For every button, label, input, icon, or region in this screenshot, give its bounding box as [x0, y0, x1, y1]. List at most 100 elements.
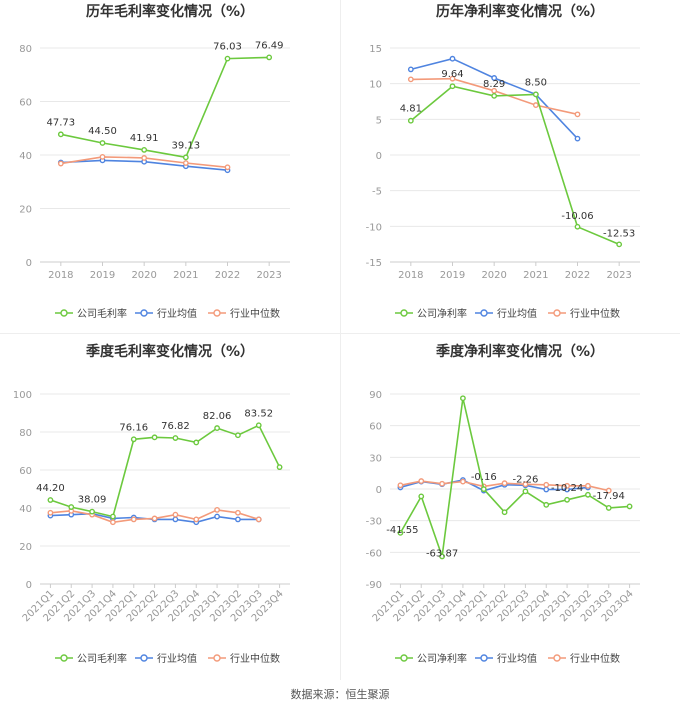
legend-marker: [400, 654, 408, 662]
x-tick-label: 2019: [440, 270, 465, 281]
data-point-industry_median: [460, 478, 466, 485]
legend-label: 行业中位数: [570, 307, 620, 320]
chart-title: 季度毛利率变化情况（%）: [85, 343, 254, 360]
legend-item-industry_avg: 行业均值: [135, 307, 197, 320]
legend: 公司毛利率 行业均值 行业中位数: [55, 307, 280, 320]
legend-label: 公司毛利率: [77, 307, 127, 320]
data-label: 76.49: [255, 40, 284, 51]
y-tick-label: 0: [26, 580, 32, 591]
data-point-company: [276, 464, 283, 471]
data-point-industry_median: [214, 506, 220, 513]
legend-label: 行业均值: [497, 652, 537, 665]
data-point-industry_median: [47, 509, 54, 516]
data-point-industry_median: [141, 155, 148, 161]
y-tick-label: -60: [366, 548, 382, 559]
data-point-industry_median: [172, 511, 179, 518]
data-point-company: [439, 553, 445, 560]
data-point-company: [141, 146, 148, 153]
data-point-industry_median: [564, 482, 570, 489]
data-point-industry_median: [130, 516, 137, 523]
data-point-industry_median: [182, 160, 189, 166]
legend-label: 行业均值: [157, 652, 197, 665]
data-point-industry_median: [543, 481, 550, 488]
data-point-industry_median: [574, 111, 581, 118]
data-point-company: [89, 508, 95, 515]
data-point-industry_avg: [172, 516, 179, 523]
data-point-industry_median: [439, 480, 445, 487]
chart-title: 历年毛利率变化情况（%）: [86, 3, 254, 20]
data-point-industry_median: [397, 482, 404, 489]
data-point-company: [626, 503, 633, 510]
data-point-company: [532, 91, 539, 98]
x-tick-label: 2019: [90, 270, 115, 281]
vertical-divider: [340, 0, 341, 680]
data-point-industry_median: [532, 102, 539, 108]
x-tick-label: 2022: [565, 270, 590, 281]
data-label: -41.55: [386, 525, 418, 536]
legend-label: 行业中位数: [570, 652, 620, 665]
data-label: -12.53: [603, 228, 635, 239]
chart-quarterly-net: 季度净利率变化情况（%）-90-60-3003060902021Q12021Q2…: [366, 343, 640, 665]
y-tick-label: 60: [369, 422, 382, 433]
data-point-company: [585, 491, 591, 498]
y-tick-label: 0: [26, 258, 32, 269]
data-label: 44.20: [36, 483, 65, 494]
data-point-industry_median: [501, 480, 508, 487]
data-point-company: [616, 241, 623, 248]
legend-label: 行业均值: [157, 307, 197, 320]
y-tick-label: -90: [366, 580, 382, 591]
data-point-industry_avg: [214, 513, 220, 520]
y-tick-label: 20: [19, 205, 32, 216]
data-point-industry_avg: [407, 66, 414, 73]
data-label: 8.50: [525, 77, 547, 88]
y-tick-label: 80: [19, 44, 32, 55]
data-label: -0.16: [471, 472, 497, 483]
data-label: 76.03: [213, 42, 242, 53]
x-tick-label: 2023: [606, 270, 631, 281]
y-tick-label: 60: [19, 98, 32, 109]
data-label: 4.81: [400, 104, 422, 115]
data-point-company: [47, 497, 54, 503]
legend-marker: [60, 654, 68, 662]
data-point-company: [182, 154, 189, 161]
x-tick-label: 2020: [481, 270, 506, 281]
legend-item-company: 公司毛利率: [55, 307, 127, 320]
data-point-industry_median: [522, 481, 529, 488]
data-label: 8.29: [483, 79, 505, 90]
series-line-company: [60, 56, 270, 159]
data-point-industry_median: [585, 482, 591, 489]
legend-label: 公司净利率: [417, 652, 467, 665]
data-point-industry_median: [605, 487, 612, 494]
data-point-company: [522, 488, 529, 495]
data-point-company: [151, 434, 158, 441]
data-point-company: [57, 131, 64, 138]
data-label: -10.24: [551, 483, 583, 494]
y-tick-label: 40: [19, 151, 32, 162]
x-tick-label: 2020: [131, 270, 156, 281]
legend-marker: [213, 309, 221, 317]
data-point-company: [418, 493, 425, 500]
data-point-company: [172, 435, 179, 441]
data-point-industry_avg: [491, 75, 498, 81]
legend-marker: [60, 309, 68, 317]
data-point-company: [605, 505, 612, 511]
data-point-company: [501, 509, 508, 516]
data-label: 76.16: [119, 422, 148, 433]
y-tick-label: -5: [372, 187, 382, 198]
legend-item-industry_median: 行业中位数: [548, 307, 620, 320]
data-point-industry_median: [255, 516, 262, 523]
data-point-industry_median: [224, 164, 231, 171]
legend-item-industry_median: 行业中位数: [208, 307, 280, 320]
data-point-industry_median: [57, 160, 64, 167]
data-point-company: [130, 436, 137, 443]
legend-marker: [553, 654, 561, 662]
chart-title: 历年净利率变化情况（%）: [436, 3, 604, 20]
horizontal-divider: [0, 333, 680, 334]
data-point-industry_median: [449, 75, 456, 82]
data-point-industry_median: [99, 153, 106, 160]
legend-label: 行业均值: [497, 307, 537, 320]
data-point-company: [224, 55, 231, 62]
data-point-industry_median: [110, 519, 116, 526]
legend-item-industry_avg: 行业均值: [475, 307, 537, 320]
data-point-company: [407, 117, 414, 124]
